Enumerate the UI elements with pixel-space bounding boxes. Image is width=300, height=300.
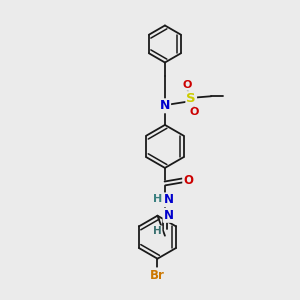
Text: H: H <box>153 194 162 204</box>
Text: Br: Br <box>150 268 165 282</box>
Text: N: N <box>160 99 170 112</box>
Text: O: O <box>183 80 192 90</box>
Text: N: N <box>164 209 173 222</box>
Text: S: S <box>186 92 196 105</box>
Text: H: H <box>153 226 161 236</box>
Text: O: O <box>183 174 193 187</box>
Text: O: O <box>190 107 199 117</box>
Text: N: N <box>164 194 173 206</box>
